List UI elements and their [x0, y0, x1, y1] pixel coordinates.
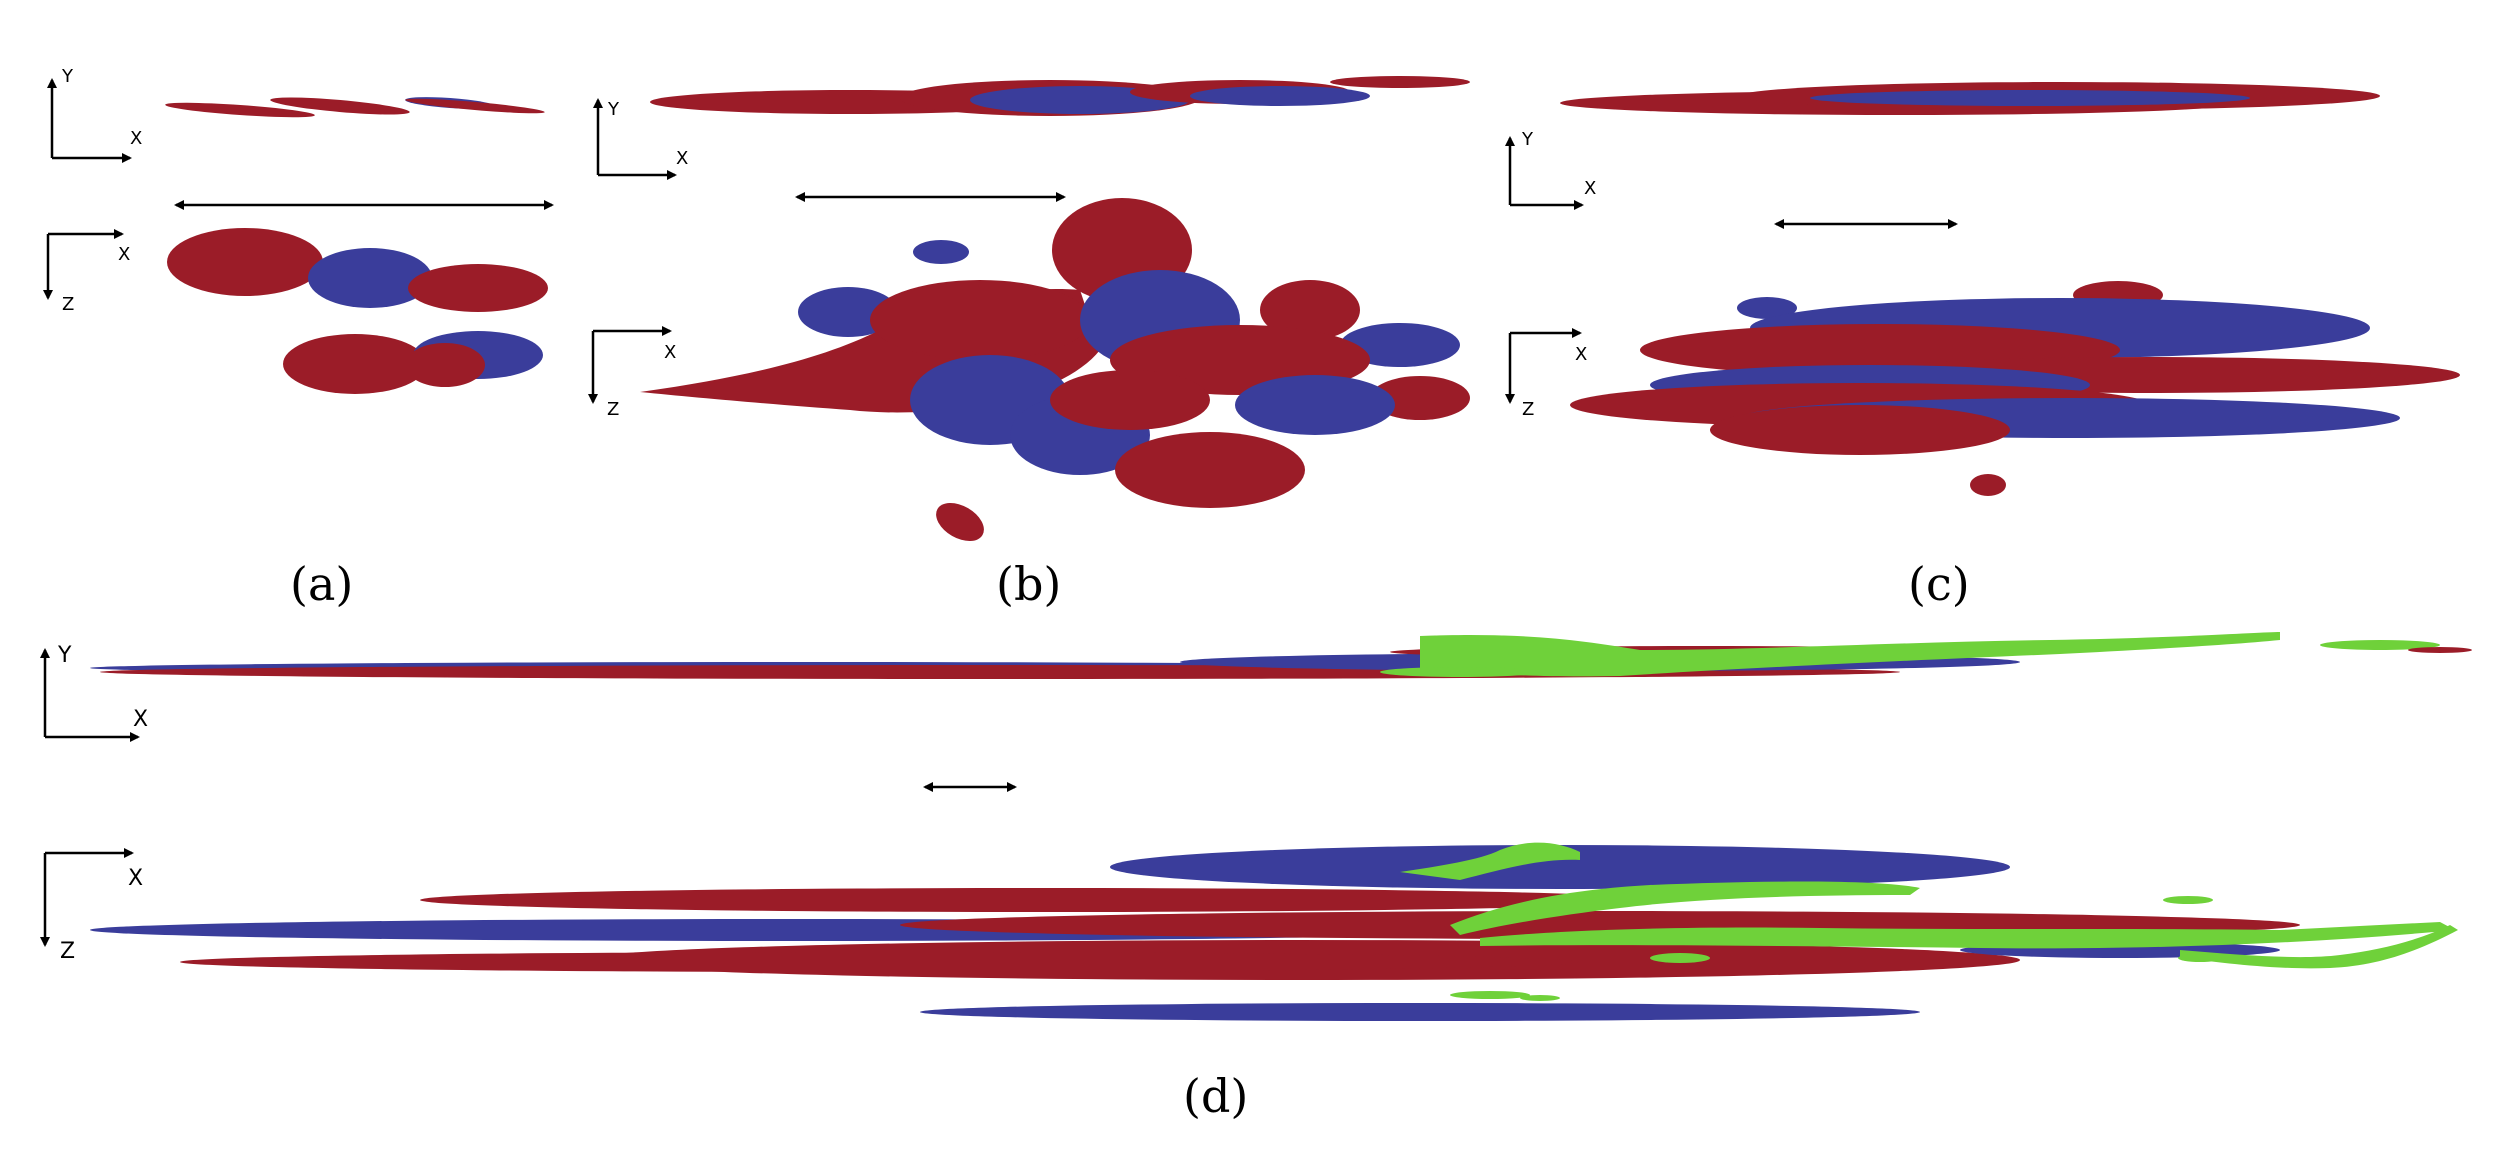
panel-c-xy-y-label: Y [1521, 129, 1534, 150]
panel-c-xz-axes: X Z [1505, 328, 1587, 420]
panel-d-xy-structures [90, 632, 2472, 679]
panel-a-xz-axes: X Z [43, 229, 130, 315]
panel-c-xz-structures [1570, 281, 2460, 496]
panel-a-xz-z-label: Z [62, 294, 74, 315]
panel-c-xy-structures [1560, 82, 2380, 115]
panel-d-xy-x-label: X [133, 707, 148, 732]
panel-a-xy-x-label: X [130, 128, 142, 149]
panel-c: Y X X Z (c) [1505, 82, 2460, 611]
panel-c-caption: (c) [1908, 557, 1970, 611]
panel-b-xy-axes: Y X [593, 98, 688, 180]
panel-a: Y X X Z (a) [43, 66, 554, 611]
panel-d-xz-axes: X Z [40, 848, 143, 964]
panel-b-xz-z-label: Z [607, 399, 619, 420]
panel-b-xz-structures [640, 198, 1470, 541]
panel-c-xz-x-label: X [1575, 344, 1587, 365]
panel-d: Y X X Z [40, 632, 2472, 1123]
panel-d-xz-structures [90, 842, 2458, 1021]
panel-a-xy-structures [165, 97, 545, 118]
panel-d-xy-axes: Y X [40, 643, 148, 742]
panel-d-xz-x-label: X [128, 866, 143, 891]
panel-a-xy-y-label: Y [61, 66, 74, 87]
panel-c-xz-z-label: Z [1522, 399, 1534, 420]
panel-a-xy-axes: Y X [47, 66, 142, 163]
panel-d-caption: (d) [1183, 1069, 1248, 1123]
panel-b-xy-structures [650, 76, 1470, 116]
panel-b-xy-y-label: Y [607, 99, 620, 120]
panel-a-xz-x-label: X [118, 244, 130, 265]
panel-b: Y X X Z [588, 76, 1470, 611]
panel-c-xy-x-label: X [1584, 178, 1596, 199]
panel-d-xz-z-label: Z [60, 939, 75, 964]
panel-b-xy-x-label: X [676, 148, 688, 169]
panel-c-xy-axes: Y X [1505, 129, 1596, 210]
panel-b-caption: (b) [996, 557, 1061, 611]
panel-b-xz-axes: X Z [588, 326, 676, 420]
panel-b-xz-x-label: X [664, 342, 676, 363]
panel-d-xy-y-label: Y [57, 643, 72, 668]
panel-a-caption: (a) [290, 557, 353, 611]
panel-a-xz-structures [167, 228, 548, 394]
